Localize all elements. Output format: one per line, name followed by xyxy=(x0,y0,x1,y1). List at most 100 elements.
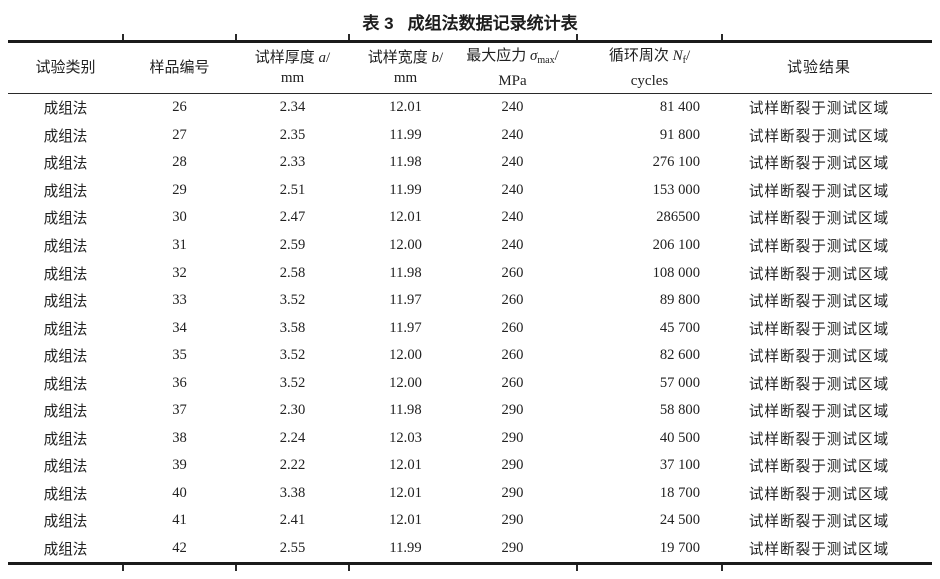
cell-max-stress: 240 xyxy=(501,99,524,116)
cell-cycle-count: 206 100 xyxy=(652,237,700,253)
table-number: 表 3 xyxy=(362,14,394,33)
cell-cycle-count: 58 800 xyxy=(659,402,700,419)
table-row: 成组法 41 2.41 12.01 290 24 500 试样断裂于测试区域 xyxy=(8,507,932,535)
cell-test-category: 成组法 xyxy=(43,128,88,145)
cell-sample-number: 29 xyxy=(172,181,187,198)
table-body: 成组法 26 2.34 12.01 240 81 400 试样断裂于测试区域 成… xyxy=(8,94,932,562)
cell-sample-number: 34 xyxy=(172,319,187,336)
cell-sample-number: 28 xyxy=(172,154,187,171)
header-cycles-label: 循环周次 xyxy=(608,47,673,64)
table-title: 表 3 成组法数据记录统计表 xyxy=(0,0,940,40)
cell-test-result: 试样断裂于测试区域 xyxy=(748,211,890,228)
header-stress-label: 最大应力 xyxy=(466,47,530,64)
column-divider-tick xyxy=(576,565,578,572)
cell-cycle-count: 24 500 xyxy=(659,512,700,529)
cell-test-category: 成组法 xyxy=(43,542,88,559)
cell-sample-number: 33 xyxy=(172,292,187,309)
cell-test-result: 试样断裂于测试区域 xyxy=(748,486,890,503)
table-row: 成组法 26 2.34 12.01 240 81 400 试样断裂于测试区域 xyxy=(8,94,932,122)
cycles-unit: cycles xyxy=(630,72,669,89)
cell-test-result: 试样断裂于测试区域 xyxy=(748,183,890,200)
stress-unit: MPa xyxy=(498,72,527,89)
cell-max-stress: 290 xyxy=(501,429,524,446)
cell-cycle-count: 153 000 xyxy=(652,181,700,198)
column-divider-tick xyxy=(721,34,723,40)
cell-cycle-count: 276 100 xyxy=(652,154,700,171)
cell-test-result: 试样断裂于测试区域 xyxy=(748,101,890,118)
cell-width: 11.98 xyxy=(389,154,422,171)
cell-sample-number: 36 xyxy=(172,374,187,391)
cell-thickness: 2.22 xyxy=(279,457,306,474)
header-sample-number: 样品编号 xyxy=(149,60,210,76)
thickness-symbol: a xyxy=(318,50,327,66)
header-thickness-label: 试样厚度 xyxy=(254,50,319,66)
cell-thickness: 2.33 xyxy=(279,154,306,171)
cell-thickness: 3.58 xyxy=(279,319,306,336)
cell-max-stress: 240 xyxy=(501,237,524,253)
sigma-symbol: σ xyxy=(529,47,538,64)
cell-thickness: 3.52 xyxy=(279,292,306,309)
cell-sample-number: 32 xyxy=(172,264,187,281)
header-test-result: 试验结果 xyxy=(786,60,851,76)
cell-cycle-count: 18 700 xyxy=(659,484,700,501)
thickness-slash: / xyxy=(326,50,331,66)
cell-sample-number: 39 xyxy=(172,457,187,474)
cell-cycle-count: 57 000 xyxy=(659,374,700,391)
width-slash: / xyxy=(439,50,444,66)
cell-test-category: 成组法 xyxy=(43,266,88,283)
table-row: 成组法 36 3.52 12.00 260 57 000 试样断裂于测试区域 xyxy=(8,369,932,397)
cell-width: 12.00 xyxy=(389,237,422,253)
cell-thickness: 3.52 xyxy=(279,347,306,364)
table-header: 试验类别 样品编号 试样厚度 a/ mm 试样宽度 b/ mm 最大应力 σma… xyxy=(8,43,932,94)
header-test-category: 试验类别 xyxy=(35,60,96,76)
cell-thickness: 3.38 xyxy=(279,484,306,501)
cell-test-category: 成组法 xyxy=(43,404,88,421)
header-specimen-thickness: 试样厚度 a/ mm xyxy=(236,48,349,88)
thickness-unit: mm xyxy=(280,70,305,86)
cell-max-stress: 290 xyxy=(501,540,524,557)
table-row: 成组法 42 2.55 11.99 290 19 700 试样断裂于测试区域 xyxy=(8,535,932,563)
cell-max-stress: 260 xyxy=(501,374,524,391)
table-row: 成组法 28 2.33 11.98 240 276 100 试样断裂于测试区域 xyxy=(8,149,932,177)
data-table: 试验类别 样品编号 试样厚度 a/ mm 试样宽度 b/ mm 最大应力 σma… xyxy=(8,34,932,572)
cell-max-stress: 240 xyxy=(501,181,524,198)
nf-symbol: N xyxy=(672,47,683,64)
cell-test-category: 成组法 xyxy=(43,294,88,311)
cell-thickness: 2.30 xyxy=(279,402,306,419)
cell-thickness: 2.34 xyxy=(279,99,306,116)
cell-thickness: 2.59 xyxy=(279,237,306,253)
cell-test-result: 试样断裂于测试区域 xyxy=(748,404,890,421)
cell-cycle-count: 286500 xyxy=(656,209,700,226)
cell-sample-number: 40 xyxy=(172,484,187,501)
cell-test-result: 试样断裂于测试区域 xyxy=(748,321,890,338)
cell-width: 12.01 xyxy=(389,99,422,116)
cell-sample-number: 30 xyxy=(172,209,187,226)
cell-width: 11.97 xyxy=(389,319,422,336)
cell-test-result: 试样断裂于测试区域 xyxy=(748,542,890,559)
cell-test-result: 试样断裂于测试区域 xyxy=(748,294,890,311)
cell-max-stress: 240 xyxy=(501,209,524,226)
cell-width: 11.99 xyxy=(389,540,422,557)
cell-thickness: 2.24 xyxy=(279,429,306,446)
cell-test-category: 成组法 xyxy=(43,211,88,228)
cell-test-result: 试样断裂于测试区域 xyxy=(748,349,890,366)
cell-max-stress: 240 xyxy=(501,126,524,143)
cell-test-category: 成组法 xyxy=(43,156,88,173)
cell-max-stress: 290 xyxy=(501,484,524,501)
cell-width: 11.97 xyxy=(389,292,422,309)
cell-width: 11.98 xyxy=(389,402,422,419)
cell-test-category: 成组法 xyxy=(43,321,88,338)
header-specimen-width: 试样宽度 b/ mm xyxy=(349,48,462,88)
cell-test-category: 成组法 xyxy=(43,431,88,448)
cell-test-result: 试样断裂于测试区域 xyxy=(748,266,890,283)
width-symbol: b xyxy=(431,50,440,66)
cell-sample-number: 38 xyxy=(172,429,187,446)
cell-cycle-count: 81 400 xyxy=(659,99,700,116)
cell-max-stress: 260 xyxy=(501,264,524,281)
cell-width: 12.01 xyxy=(389,484,422,501)
column-divider-tick xyxy=(721,565,723,572)
table-row: 成组法 29 2.51 11.99 240 153 000 试样断裂于测试区域 xyxy=(8,177,932,205)
cell-max-stress: 240 xyxy=(501,154,524,171)
cell-test-category: 成组法 xyxy=(43,486,88,503)
